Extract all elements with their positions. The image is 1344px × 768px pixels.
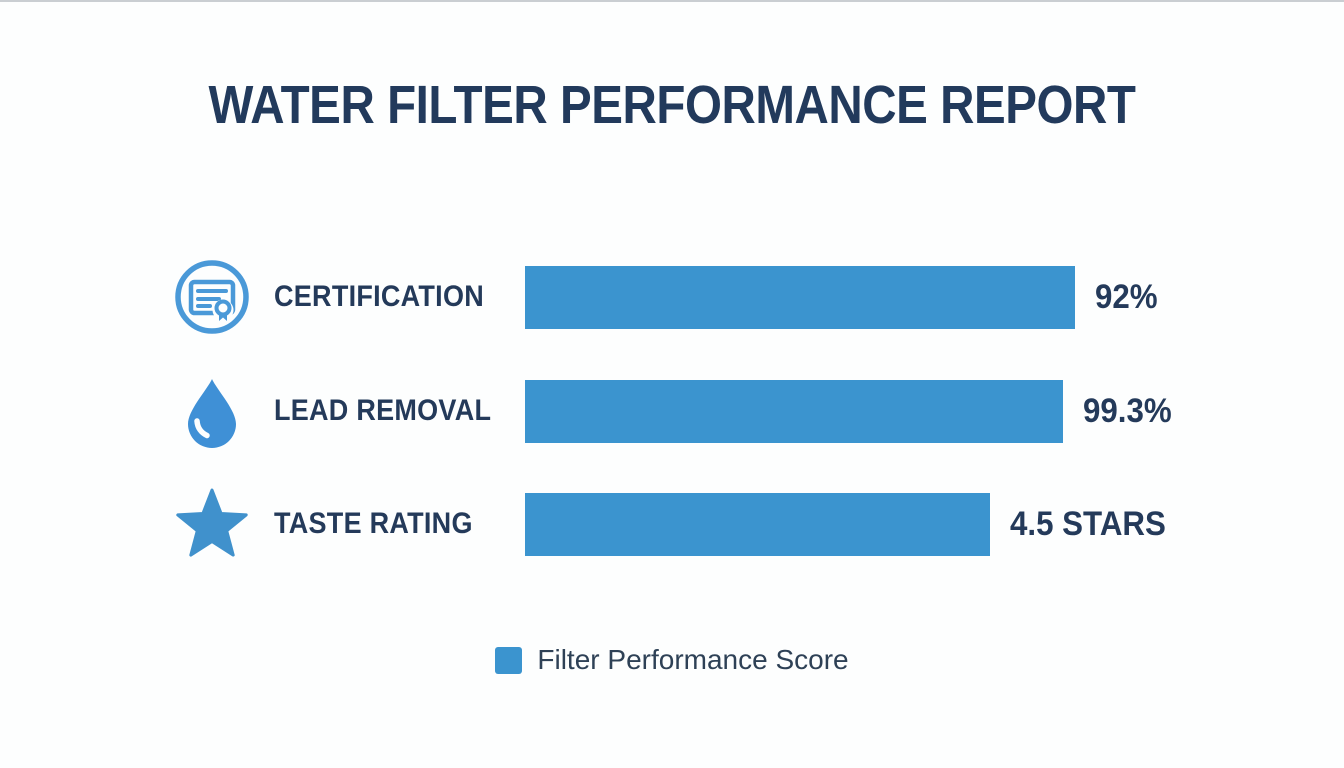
value-label-lead-removal: 99.3% xyxy=(1083,391,1172,430)
page-title: WATER FILTER PERFORMANCE REPORT xyxy=(208,75,1136,135)
bar-taste-rating xyxy=(525,492,990,556)
value-label-taste-rating: 4.5 STARS xyxy=(1010,504,1166,543)
metric-label-certification: CERTIFICATION xyxy=(274,280,484,313)
legend: Filter Performance Score xyxy=(0,644,1344,676)
legend-swatch xyxy=(495,646,523,674)
top-edge-line xyxy=(0,0,1344,2)
water-drop-icon xyxy=(170,371,254,451)
chart-row-taste-rating: TASTE RATING 4.5 STARS xyxy=(170,488,1179,557)
chart-row-certification: CERTIFICATION 92% xyxy=(170,260,1163,334)
value-label-certification: 92% xyxy=(1095,277,1158,316)
bar-certification xyxy=(525,265,1075,329)
metric-label-taste-rating: TASTE RATING xyxy=(274,507,473,540)
legend-label: Filter Performance Score xyxy=(537,644,849,675)
metric-label-lead-removal: LEAD REMOVAL xyxy=(274,394,492,427)
bar-lead-removal xyxy=(525,379,1063,443)
certificate-icon xyxy=(170,257,254,337)
star-icon xyxy=(170,484,254,564)
chart-row-lead-removal: LEAD REMOVAL 99.3% xyxy=(170,379,1179,448)
